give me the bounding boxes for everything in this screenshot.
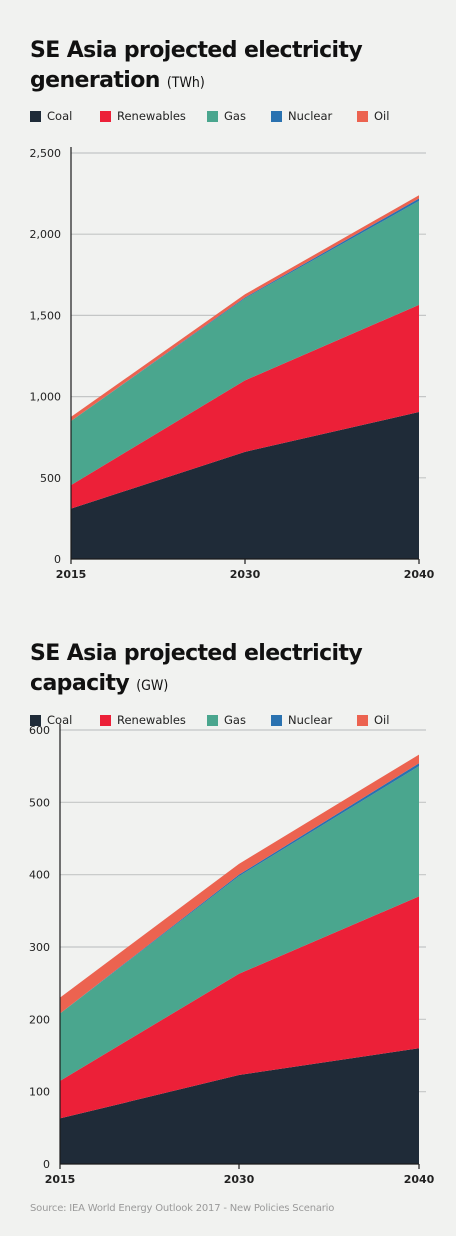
legend-item-gas: Gas — [207, 109, 246, 123]
x-tick-label: 2015 — [45, 1173, 76, 1186]
area-renewables — [60, 896, 419, 1119]
legend-label: Renewables — [117, 713, 186, 727]
x-tick-label: 2040 — [404, 568, 435, 581]
legend-swatch — [100, 714, 111, 726]
y-tick-label: 0 — [43, 1158, 50, 1171]
y-tick-label: 500 — [40, 472, 61, 485]
legend-item-gas: Gas — [207, 713, 246, 727]
legend-label: Oil — [374, 109, 390, 123]
legend-item-coal: Coal — [30, 713, 72, 727]
chart-unit: (GW) — [136, 678, 169, 694]
y-tick-label: 500 — [29, 796, 50, 809]
chart-title-text: SE Asia projected electricity capacity — [30, 641, 363, 696]
legend-item-nuclear: Nuclear — [271, 109, 332, 123]
y-tick-label: 300 — [29, 941, 50, 954]
generation-plot: 0 500 1,000 1,500 2,000 2,500 2015 2030 2040 — [30, 147, 435, 581]
chart-unit: (TWh) — [166, 75, 205, 91]
legend-label: Oil — [374, 713, 390, 727]
area-oil — [71, 195, 419, 421]
legend-swatch — [100, 110, 111, 122]
legend-swatch — [357, 714, 368, 726]
chart-title: SE Asia projected electricity generation… — [30, 36, 456, 98]
chart-title: SE Asia projected electricity capacity (… — [30, 639, 456, 701]
y-tick-label: 600 — [29, 724, 50, 737]
x-tick-label: 2040 — [404, 1173, 435, 1186]
area-gas — [71, 200, 419, 486]
area-oil — [60, 754, 419, 1014]
legend-label: Coal — [47, 713, 73, 727]
legend-swatch — [207, 110, 218, 122]
chart-title-text: SE Asia projected electricity generation — [30, 38, 363, 93]
chart-legend: Coal Renewables Gas Nuclear Oil — [30, 109, 450, 123]
area-renewables — [71, 304, 419, 509]
legend-label: Nuclear — [288, 713, 333, 727]
y-tick-label: 1,000 — [30, 391, 62, 404]
legend-item-oil: Oil — [357, 713, 389, 727]
legend-item-oil: Oil — [357, 109, 389, 123]
legend-label: Gas — [224, 109, 246, 123]
x-tick-label: 2015 — [56, 568, 87, 581]
x-tick-label: 2030 — [230, 568, 261, 581]
legend-item-renewables: Renewables — [100, 713, 186, 727]
legend-swatch — [30, 714, 41, 726]
generation-chart: SE Asia projected electricity generation… — [0, 0, 456, 600]
y-tick-label: 0 — [54, 553, 61, 566]
area-gas — [60, 766, 419, 1081]
capacity-chart: SE Asia projected electricity capacity (… — [0, 600, 456, 1204]
legend-swatch — [30, 110, 41, 122]
legend-item-renewables: Renewables — [100, 109, 186, 123]
legend-label: Gas — [224, 713, 246, 727]
capacity-plot: 0 100 200 300 400 500 600 2015 2030 2040 — [29, 724, 435, 1186]
legend-swatch — [357, 110, 368, 122]
legend-item-coal: Coal — [30, 109, 72, 123]
legend-label: Renewables — [117, 109, 186, 123]
legend-swatch — [271, 714, 282, 726]
legend-label: Nuclear — [288, 109, 333, 123]
y-tick-label: 2,500 — [30, 147, 62, 160]
legend-item-nuclear: Nuclear — [271, 713, 332, 727]
y-tick-label: 200 — [29, 1013, 50, 1026]
area-coal — [71, 412, 419, 559]
legend-label: Coal — [47, 109, 73, 123]
legend-swatch — [271, 110, 282, 122]
y-tick-label: 1,500 — [30, 309, 62, 322]
x-tick-label: 2030 — [224, 1173, 255, 1186]
chart-legend: Coal Renewables Gas Nuclear Oil — [30, 713, 450, 727]
y-tick-label: 2,000 — [30, 228, 62, 241]
legend-swatch — [207, 714, 218, 726]
y-tick-label: 400 — [29, 869, 50, 882]
area-coal — [60, 1048, 419, 1164]
source-note: Source: IEA World Energy Outlook 2017 - … — [30, 1203, 335, 1214]
y-tick-label: 100 — [29, 1086, 50, 1099]
